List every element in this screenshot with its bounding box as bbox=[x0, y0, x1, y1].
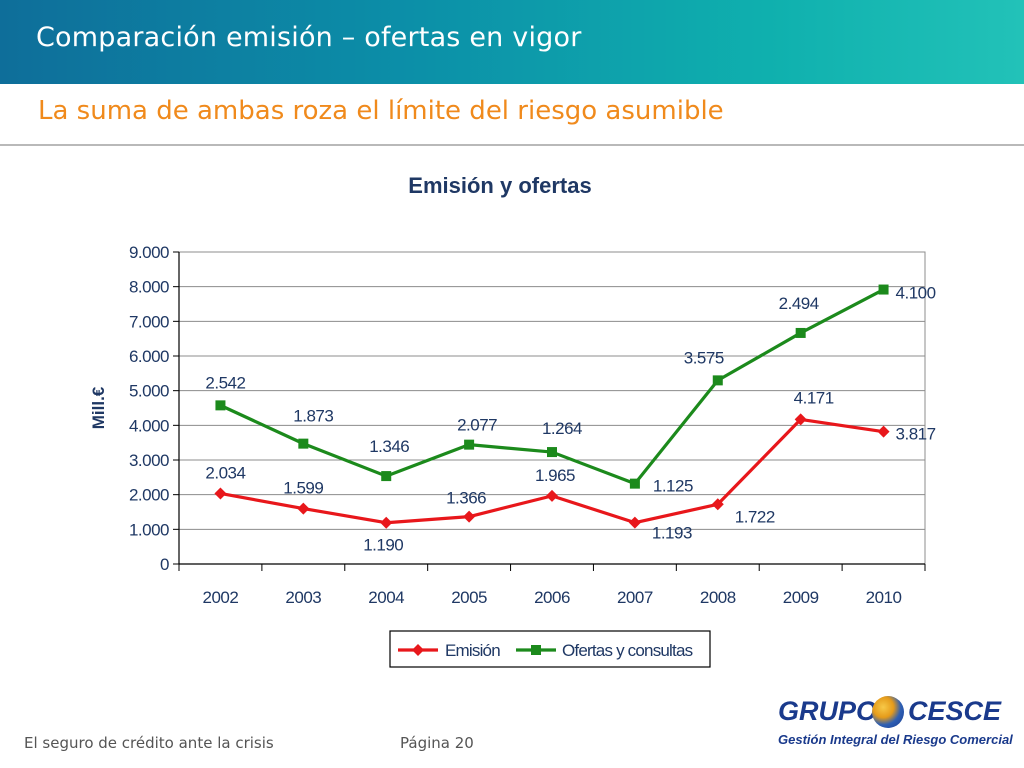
data-point-emision bbox=[546, 489, 558, 502]
footer-deck-title: El seguro de crédito ante la crisis bbox=[24, 734, 274, 752]
page-subtitle: La suma de ambas roza el límite del ries… bbox=[38, 96, 724, 126]
data-point-emision bbox=[877, 425, 890, 438]
logo-word-cesce: CESCE bbox=[908, 696, 1002, 726]
data-point-ofertas bbox=[795, 327, 806, 338]
data-label-emision: 1.722 bbox=[735, 507, 775, 526]
data-label-ofertas: 1.264 bbox=[542, 419, 582, 438]
data-point-emision bbox=[628, 516, 641, 529]
logo-tagline: Gestión Integral del Riesgo Comercial bbox=[778, 732, 1013, 747]
header-band bbox=[0, 0, 1024, 84]
data-point-ofertas bbox=[298, 438, 309, 449]
header-divider bbox=[0, 144, 1024, 146]
data-label-emision: 2.034 bbox=[205, 463, 245, 482]
legend-label: Ofertas y consultas bbox=[562, 641, 693, 660]
y-tick-label: 1.000 bbox=[129, 520, 169, 539]
legend-marker-square bbox=[531, 645, 541, 655]
y-tick-label: 7.000 bbox=[129, 312, 169, 331]
x-tick-label: 2005 bbox=[451, 588, 487, 607]
axes: 0 1.000 2.000 3.000 4.000 5.000 6.000 7.000 8.00… bbox=[129, 243, 926, 607]
data-label-emision: 1.366 bbox=[446, 489, 486, 508]
x-tick-label: 2007 bbox=[617, 588, 653, 607]
data-label-emision: 1.190 bbox=[363, 536, 403, 555]
x-tick-label: 2009 bbox=[783, 588, 819, 607]
legend-label: Emisión bbox=[445, 641, 500, 660]
data-label-ofertas: 2.542 bbox=[205, 373, 245, 392]
data-point-emision bbox=[214, 487, 227, 500]
x-tick-label: 2003 bbox=[285, 588, 321, 607]
data-label-ofertas: 1.346 bbox=[369, 437, 409, 456]
y-tick-label: 6.000 bbox=[129, 347, 169, 366]
data-point-emision bbox=[711, 498, 724, 511]
x-tick-label: 2002 bbox=[203, 588, 239, 607]
data-label-ofertas: 2.494 bbox=[779, 294, 819, 313]
legend-marker-diamond bbox=[412, 644, 424, 656]
logo-word-grupo: GRUPO bbox=[778, 696, 878, 726]
data-point-ofertas bbox=[215, 400, 226, 411]
data-point-emision bbox=[463, 510, 476, 523]
data-point-ofertas bbox=[629, 478, 640, 489]
data-labels: 2.034 1.599 1.190 1.366 1.965 1.193 1.722 4.171… bbox=[205, 284, 936, 555]
data-label-ofertas: 3.575 bbox=[684, 348, 724, 367]
globe-icon bbox=[872, 696, 904, 728]
x-tick-label: 2008 bbox=[700, 588, 736, 607]
data-label-emision: 3.817 bbox=[896, 425, 936, 444]
data-point-emision bbox=[380, 516, 393, 529]
legend: Emisión Ofertas y consultas bbox=[389, 630, 711, 668]
data-point-ofertas bbox=[878, 284, 889, 295]
data-label-emision: 1.965 bbox=[535, 466, 575, 485]
data-label-ofertas: 1.125 bbox=[653, 477, 693, 496]
chart-title: Emisión y ofertas bbox=[408, 173, 591, 198]
data-point-ofertas bbox=[381, 471, 392, 482]
x-tick-label: 2006 bbox=[534, 588, 570, 607]
data-label-ofertas: 2.077 bbox=[457, 416, 497, 435]
data-label-ofertas: 1.873 bbox=[293, 407, 333, 426]
y-tick-label: 8.000 bbox=[129, 278, 169, 297]
data-point-ofertas bbox=[464, 439, 475, 450]
data-point-ofertas bbox=[547, 447, 557, 458]
y-tick-label: 5.000 bbox=[129, 382, 169, 401]
data-label-ofertas: 4.100 bbox=[896, 284, 936, 303]
x-tick-label: 2010 bbox=[866, 588, 902, 607]
x-tick-label: 2004 bbox=[368, 588, 404, 607]
y-tick-label: 9.000 bbox=[129, 243, 169, 262]
grupo-cesce-logo: GRUPO CESCE Gestión Integral del Riesgo … bbox=[776, 694, 1013, 750]
data-point-emision bbox=[794, 413, 807, 426]
footer-page-number: Página 20 bbox=[400, 734, 474, 752]
data-label-emision: 1.599 bbox=[283, 479, 323, 498]
series bbox=[214, 284, 890, 529]
y-tick-label: 0 bbox=[160, 555, 169, 574]
y-tick-label: 3.000 bbox=[129, 451, 169, 470]
data-point-ofertas bbox=[712, 375, 723, 386]
data-label-emision: 1.193 bbox=[652, 524, 692, 543]
y-axis-label: Mill.€ bbox=[89, 386, 108, 429]
y-tick-label: 2.000 bbox=[129, 486, 169, 505]
data-label-emision: 4.171 bbox=[794, 388, 834, 407]
page-title: Comparación emisión – ofertas en vigor bbox=[36, 22, 582, 53]
y-tick-label: 4.000 bbox=[129, 416, 169, 435]
data-point-emision bbox=[297, 502, 310, 515]
